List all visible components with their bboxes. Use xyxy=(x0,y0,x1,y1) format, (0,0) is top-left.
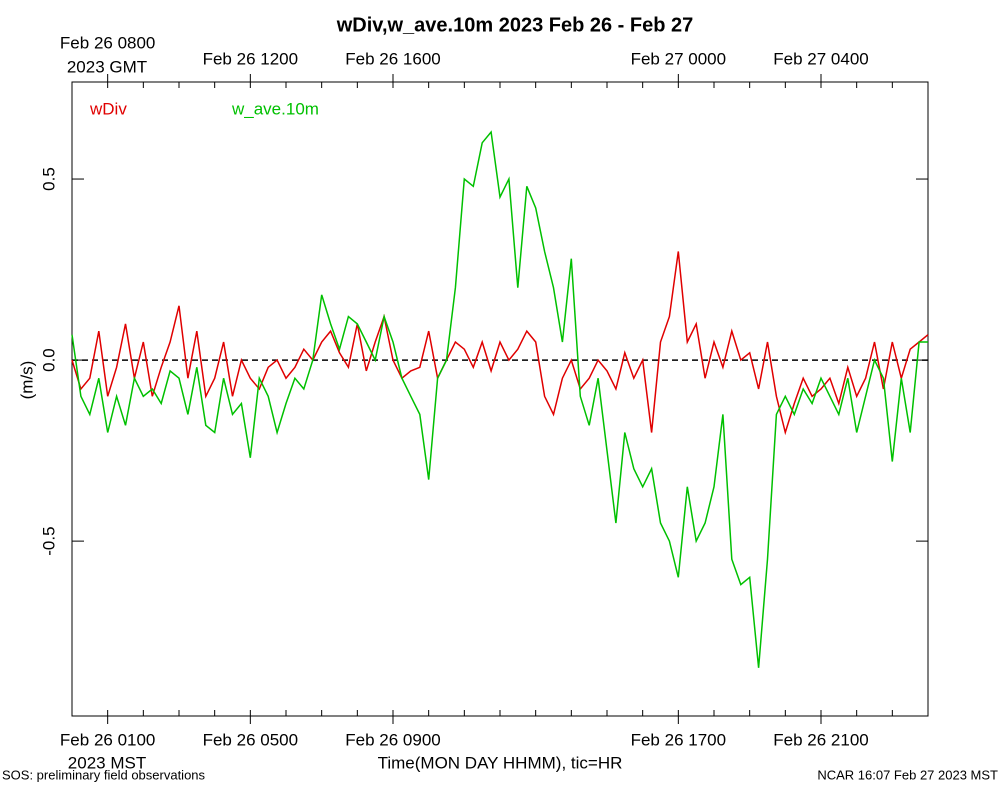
y-tick-label: 0.5 xyxy=(39,167,58,191)
x2-axis-note: 2023 GMT xyxy=(67,57,147,76)
x-tick-label: Feb 26 2100 xyxy=(773,730,868,749)
data-line xyxy=(71,251,929,436)
x-axis-label: Time(MON DAY HHMM), tic=HR xyxy=(378,753,623,772)
x2-tick-label: Feb 27 0400 xyxy=(773,49,868,68)
data-line xyxy=(71,130,928,668)
y-axis-label: (m/s) xyxy=(17,361,36,400)
footer-right: NCAR 16:07 Feb 27 2023 MST xyxy=(817,767,998,782)
y-tick-label: -0.5 xyxy=(39,526,58,555)
chart-title: wDiv,w_ave.10m 2023 Feb 26 - Feb 27 xyxy=(336,14,693,36)
legend-label: wDiv xyxy=(89,99,127,118)
footer-left: SOS: preliminary field observations xyxy=(2,767,206,782)
x2-tick-label: Feb 26 1200 xyxy=(203,49,298,68)
x-tick-label: Feb 26 1700 xyxy=(631,730,726,749)
x2-tick-label: Feb 26 0800 xyxy=(60,33,155,52)
x-tick-label: Feb 26 0900 xyxy=(345,730,440,749)
x2-tick-label: Feb 26 1600 xyxy=(345,49,440,68)
x2-tick-label: Feb 27 0000 xyxy=(631,49,726,68)
x-axis-note: 2023 MST xyxy=(68,753,146,772)
y-tick-label: 0.0 xyxy=(39,348,58,372)
legend-label: w_ave.10m xyxy=(231,99,319,118)
x-tick-label: Feb 26 0500 xyxy=(203,730,298,749)
x-tick-label: Feb 26 0100 xyxy=(60,730,155,749)
